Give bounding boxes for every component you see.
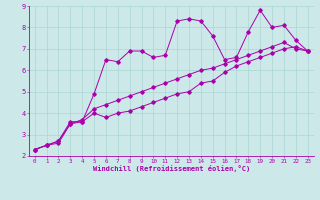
X-axis label: Windchill (Refroidissement éolien,°C): Windchill (Refroidissement éolien,°C)	[92, 165, 250, 172]
